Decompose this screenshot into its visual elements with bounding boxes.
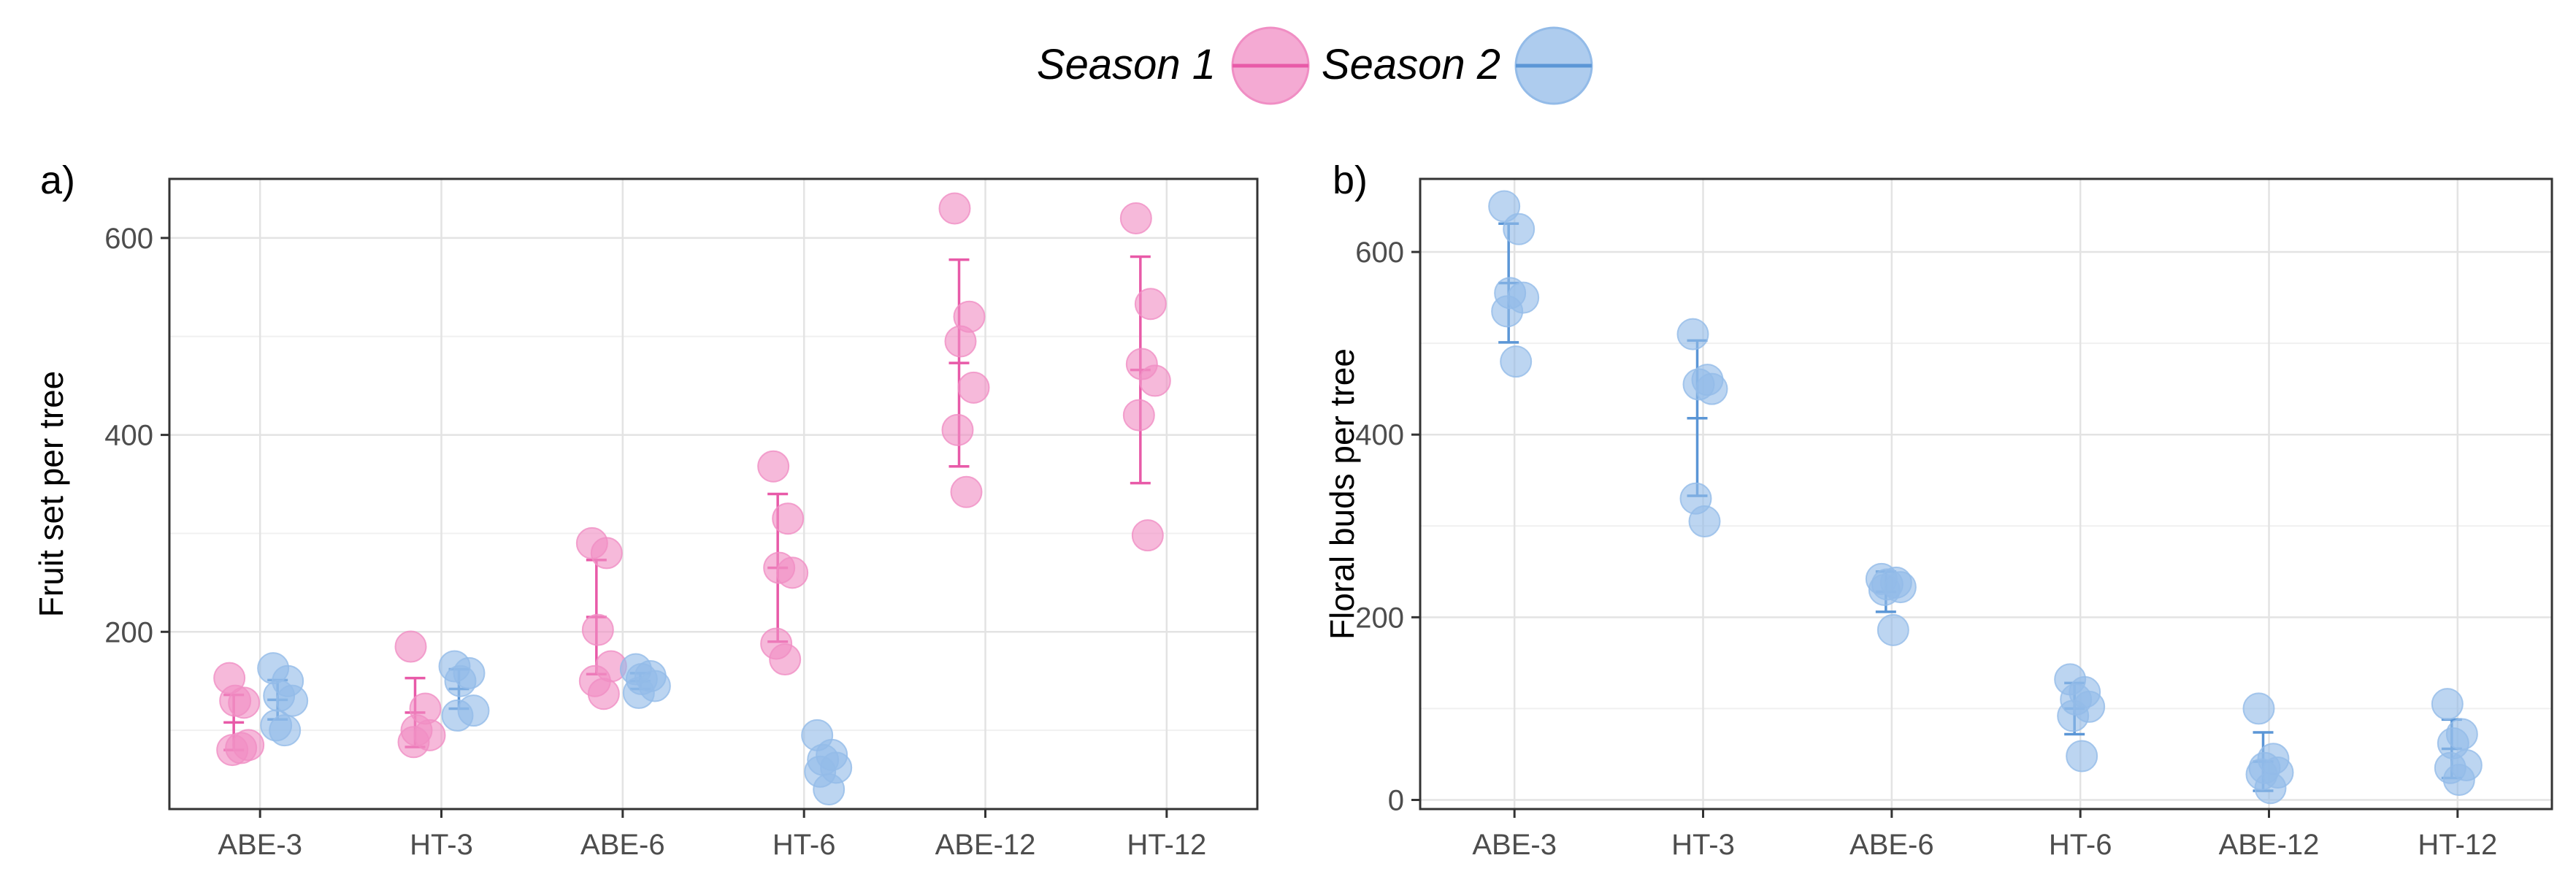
data-point [1503,212,1536,245]
legend-key-season-1 [1231,26,1310,105]
data-point [950,475,983,508]
data-point [1488,190,1521,223]
data-point [622,676,655,709]
data-point [1122,399,1155,432]
data-point [1119,202,1152,234]
y-tick-label: 400 [1355,419,1404,451]
data-point [2442,763,2475,796]
y-axis-title: Floral buds per tree [1323,348,1361,640]
data-point [957,371,990,404]
y-tick-label: 200 [104,616,153,648]
data-point [772,502,805,535]
data-point [397,726,430,759]
data-point [813,773,846,806]
panel-a-plot: 200 400 600 ABE-3 HT-3 ABE-6 HT-6 ABE-12 HT-12 Fr… [32,177,1259,861]
data-point [587,678,620,710]
data-point [1138,364,1171,397]
data-point [581,613,614,646]
data-point [1688,505,1721,538]
data-point [776,556,809,589]
data-point [225,732,258,765]
data-point [269,714,302,747]
panel-b-plot: 0 200 400 600 ABE-3 HT-3 ABE-6 HT-6 ABE-12 HT-12 F… [1323,177,2553,861]
data-point [2066,740,2098,773]
data-point [1134,288,1167,321]
legend-key-season-2 [1514,26,1593,105]
plot-border [168,177,1259,811]
data-point [757,450,790,483]
data-point [2254,772,2287,805]
data-point [444,664,477,697]
data-point [394,630,427,663]
data-point [941,413,974,446]
x-tick-label: HT-6 [773,829,836,861]
data-point [1131,519,1164,552]
x-tick-label: ABE-12 [2219,829,2320,861]
data-point [2242,692,2275,725]
y-tick-label: 400 [104,420,153,452]
data-point [590,537,623,570]
data-point [1877,613,1909,646]
x-tick-label: HT-12 [2418,829,2497,861]
x-tick-label: ABE-12 [935,829,1036,861]
data-point [1676,318,1709,350]
data-point [2431,688,2464,721]
x-tick-label: ABE-6 [580,829,665,861]
x-tick-label: HT-3 [1671,829,1735,861]
y-tick-label: 0 [1388,784,1404,816]
y-tick-label: 200 [1355,602,1404,634]
data-point [944,325,977,358]
data-point [2057,700,2090,732]
x-tick-label: ABE-3 [218,829,302,861]
x-tick-label: ABE-6 [1849,829,1934,861]
y-axis-title: Fruit set per tree [32,371,70,617]
plot-background [169,179,1257,809]
data-point [1868,573,1901,606]
data-point [938,192,971,225]
x-tick-label: HT-6 [2049,829,2112,861]
data-point [441,699,474,732]
legend: Season 1 Season 2 [1037,26,1593,105]
plot-background [1420,179,2552,809]
legend-label-season-2: Season 2 [1322,41,1500,88]
legend-label-season-1: Season 1 [1037,41,1216,88]
data-point [1500,345,1533,378]
data-point [1491,295,1524,328]
plot-border [1419,177,2553,811]
x-tick-label: ABE-3 [1472,829,1557,861]
y-tick-label: 600 [104,223,153,255]
x-tick-label: HT-3 [410,829,473,861]
data-point [769,643,802,676]
x-tick-label: HT-12 [1127,829,1206,861]
panel-b-label: b) [1333,158,1368,202]
data-point [1695,372,1728,405]
y-tick-label: 600 [1355,237,1404,269]
panel-a-label: a) [40,158,75,202]
data-point [219,684,252,717]
